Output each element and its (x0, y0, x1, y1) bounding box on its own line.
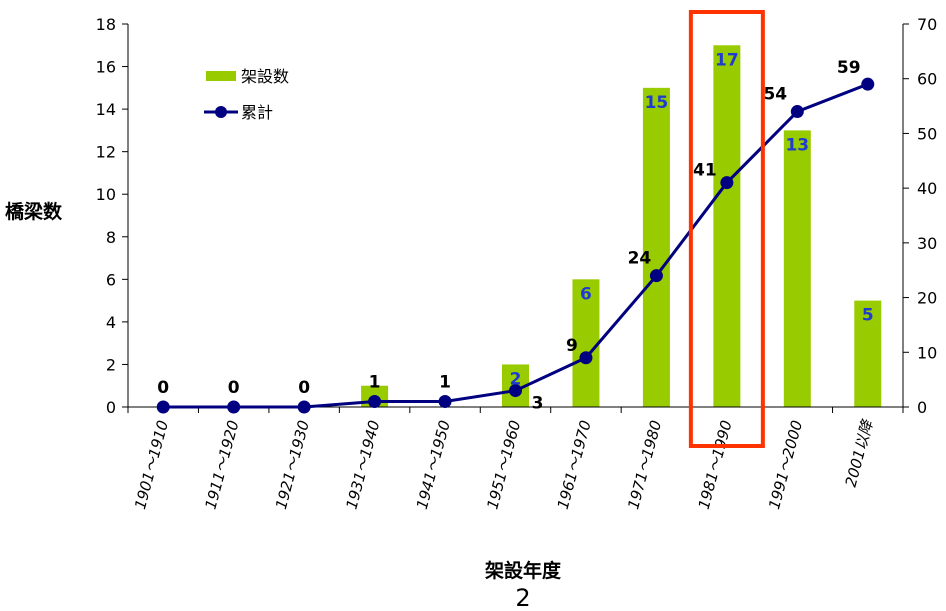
cumulative-point (790, 105, 804, 119)
x-tick-label: 1941～1950 (413, 418, 454, 511)
cumulative-point (438, 395, 452, 409)
cumulative-point (861, 77, 875, 91)
x-tick-label: 1911～1920 (202, 418, 243, 511)
page-number: 2 (515, 584, 530, 611)
cumulative-point (579, 351, 593, 365)
bar (642, 87, 670, 407)
x-tick-label: 1971～1980 (624, 418, 665, 511)
legend-bar-swatch (206, 71, 236, 81)
cumulative-point (297, 400, 311, 414)
bar (783, 130, 811, 407)
cumulative-label: 1 (369, 373, 381, 393)
x-tick-label: 1951～1960 (483, 418, 524, 511)
bar (854, 300, 882, 407)
left-tick-label: 16 (96, 58, 116, 77)
cumulative-label: 1 (439, 373, 451, 393)
left-tick-label: 2 (106, 355, 116, 374)
bar (713, 45, 741, 408)
cumulative-line-layer (156, 77, 875, 414)
bar-label: 6 (580, 284, 592, 304)
x-tick-label: 2001以降 (842, 416, 878, 488)
x-tick-label: 1901～1910 (131, 418, 172, 511)
x-tick-label: 1931～1940 (342, 418, 383, 511)
left-tick-label: 10 (96, 185, 116, 204)
x-tick-label: 1921～1930 (272, 418, 313, 511)
bar-label: 17 (715, 50, 739, 70)
right-tick-label: 10 (917, 343, 937, 362)
left-tick-label: 6 (106, 270, 116, 289)
legend-label-line: 累計 (241, 103, 273, 122)
highlight-box (688, 10, 765, 448)
left-tick-label: 12 (96, 143, 116, 162)
bar-label: 15 (645, 93, 669, 113)
right-tick-label: 40 (917, 179, 937, 198)
cumulative-label: 0 (157, 378, 169, 398)
cumulative-label: 54 (763, 85, 787, 105)
bar-label: 2 (510, 369, 522, 389)
cumulative-point (156, 400, 170, 414)
right-tick-label: 20 (917, 289, 937, 308)
legend-line-marker (215, 106, 227, 118)
x-tick-label: 1981～1990 (695, 418, 736, 511)
legend-box (192, 58, 320, 128)
cumulative-point (509, 384, 522, 398)
left-tick-label: 18 (96, 15, 116, 34)
right-tick-label: 60 (917, 70, 937, 89)
legend-label-bars: 架設数 (241, 67, 289, 86)
x-axis-title: 架設年度 (484, 559, 562, 582)
left-tick-label: 8 (106, 228, 116, 247)
cumulative-point (649, 269, 663, 283)
left-tick-label: 0 (106, 398, 116, 417)
cumulative-label: 59 (837, 58, 861, 78)
x-tick-label: 1991～2000 (765, 418, 806, 511)
x-tick-label: 1961～1970 (554, 418, 595, 511)
cumulative-point (227, 400, 241, 414)
right-tick-label: 70 (917, 15, 937, 34)
right-tick-label: 50 (917, 124, 937, 143)
bar-label: 13 (785, 135, 809, 155)
left-tick-label: 4 (106, 313, 116, 332)
cumulative-point (720, 176, 734, 190)
bar (572, 279, 600, 407)
legend: 架設数 累計 (192, 58, 320, 128)
left-tick-label: 14 (96, 100, 116, 119)
cumulative-point (368, 395, 382, 409)
cumulative-label: 9 (566, 336, 578, 356)
cumulative-label: 0 (298, 378, 310, 398)
right-tick-label: 0 (917, 398, 927, 417)
cumulative-label: 41 (693, 161, 717, 181)
y-axis-title: 橋梁数 (5, 200, 63, 223)
bars-layer (361, 45, 882, 408)
cumulative-label: 0 (228, 378, 240, 398)
cumulative-label: 3 (532, 394, 544, 414)
right-tick-label: 30 (917, 234, 937, 253)
bar-label: 5 (862, 306, 874, 326)
cumulative-label: 24 (628, 249, 652, 269)
